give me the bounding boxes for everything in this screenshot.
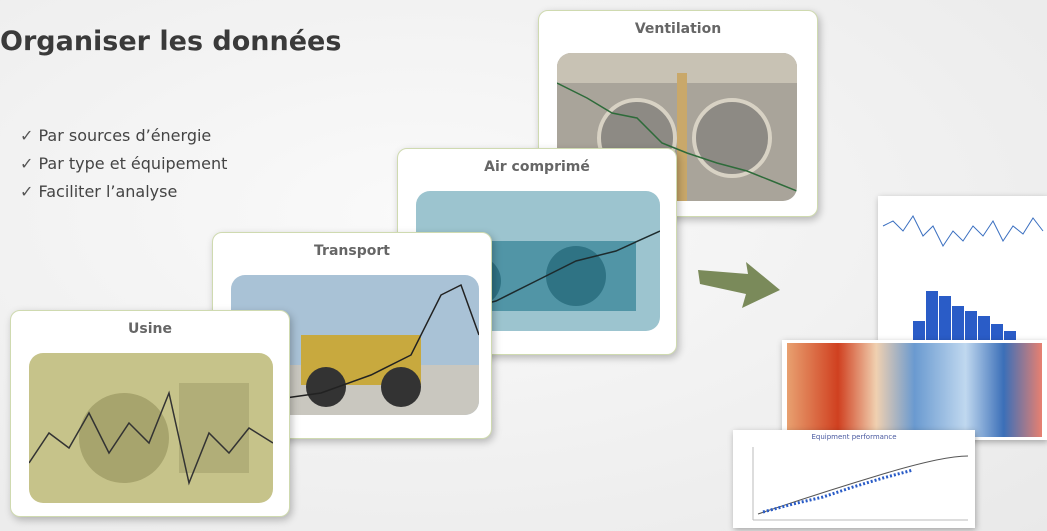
bullet: Par sources d’énergie (20, 122, 227, 150)
card-label: Ventilation (634, 21, 722, 37)
card-label: Air comprimé (484, 159, 590, 175)
heatmap-thumb (787, 343, 1042, 437)
scatter-thumb (752, 447, 969, 521)
card: Usine (10, 310, 290, 517)
line-histogram-thumb (882, 215, 1044, 341)
bullet-list: Par sources d’énergie Par type et équipe… (20, 122, 228, 206)
card-label: Usine (128, 321, 172, 337)
card-label: Transport (314, 243, 390, 259)
chart-thumbnail (878, 196, 1047, 346)
bullet: Faciliter l’analyse (20, 178, 227, 206)
thumbnail-title: Equipment performance (811, 433, 897, 441)
heatmap-thumbnail (782, 340, 1047, 440)
scatter-thumbnail: Equipment performance (733, 430, 975, 528)
bullet: Par type et équipement (20, 150, 228, 178)
slide-title: Organiser les données (0, 26, 342, 57)
arrow (698, 262, 780, 308)
card-image (29, 353, 273, 503)
